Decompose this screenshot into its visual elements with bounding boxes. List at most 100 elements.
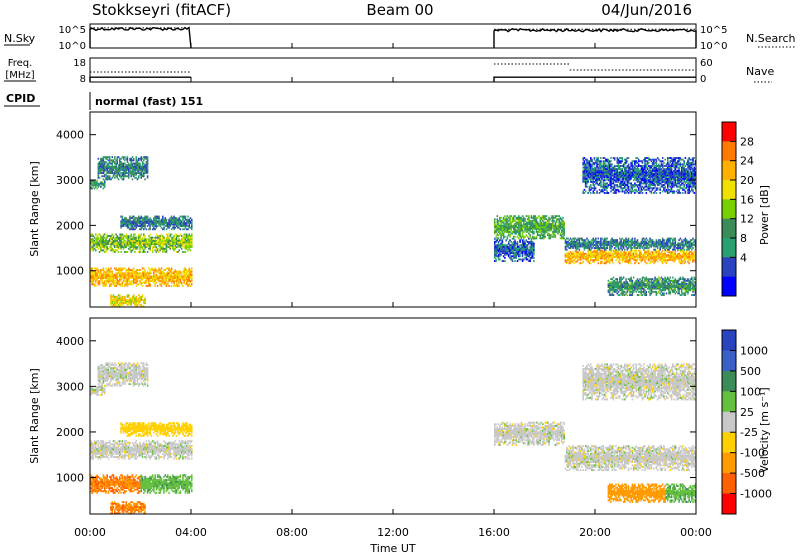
- data-cell: [511, 224, 514, 227]
- data-cell: [101, 159, 103, 162]
- data-cell: [605, 251, 607, 254]
- data-cell: [496, 229, 499, 232]
- data-cell: [178, 239, 180, 242]
- data-cell: [127, 225, 130, 227]
- data-cell: [106, 280, 108, 283]
- data-cell: [132, 159, 135, 162]
- data-cell: [97, 170, 100, 173]
- data-cell: [102, 178, 105, 181]
- data-cell: [129, 236, 131, 239]
- data-cell: [130, 220, 132, 223]
- data-cell: [114, 267, 116, 270]
- data-cell: [563, 234, 565, 237]
- data-cell: [155, 236, 158, 239]
- data-cell: [548, 232, 550, 235]
- data-cell: [101, 277, 103, 279]
- data-cell: [105, 277, 107, 279]
- data-cell: [134, 303, 136, 306]
- data-cell: [179, 239, 182, 242]
- data-cell: [525, 256, 528, 259]
- data-cell: [519, 226, 521, 229]
- data-cell: [100, 182, 102, 185]
- data-cell: [533, 247, 535, 250]
- data-cell: [145, 164, 148, 167]
- data-cell: [501, 221, 504, 224]
- data-cell: [121, 175, 124, 178]
- data-cell: [180, 281, 183, 284]
- data-cell: [572, 257, 574, 260]
- data-cell: [129, 170, 131, 173]
- data-cell: [168, 218, 170, 221]
- data-cell: [120, 215, 122, 218]
- data-cell: [531, 252, 534, 254]
- data-cell: [596, 256, 598, 258]
- data-cell: [139, 251, 141, 253]
- data-cell: [102, 246, 105, 249]
- data-cell: [518, 255, 520, 258]
- data-cell: [140, 172, 143, 174]
- data-cell: [148, 272, 150, 275]
- data-cell: [613, 252, 616, 255]
- data-cell: [174, 246, 177, 249]
- data-cell: [170, 281, 173, 284]
- data-cell: [132, 280, 135, 283]
- data-cell: [154, 236, 156, 239]
- data-cell: [165, 251, 168, 253]
- data-cell: [139, 303, 141, 306]
- data-cell: [601, 256, 603, 258]
- data-cell: [531, 241, 534, 243]
- data-cell: [138, 159, 140, 162]
- data-cell: [518, 223, 520, 225]
- data-cell: [184, 239, 187, 242]
- data-cell: [138, 172, 140, 174]
- data-cell: [156, 243, 159, 245]
- data-cell: [187, 243, 189, 245]
- data-cell: [114, 297, 116, 300]
- data-cell: [178, 223, 180, 226]
- data-cell: [159, 220, 161, 223]
- data-cell: [111, 161, 114, 163]
- data-cell: [96, 246, 98, 249]
- data-cell: [146, 164, 149, 167]
- data-cell: [127, 277, 130, 279]
- data-cell: [134, 238, 136, 241]
- data-cell: [562, 235, 564, 238]
- data-cell: [141, 164, 144, 167]
- data-cell: [165, 285, 168, 287]
- data-cell: [625, 252, 627, 255]
- data-cell: [93, 243, 96, 245]
- data-cell: [535, 231, 538, 233]
- data-cell: [544, 235, 547, 238]
- data-cell: [569, 257, 572, 260]
- data-cell: [603, 254, 606, 257]
- data-cell: [568, 257, 571, 260]
- data-cell: [504, 256, 506, 259]
- data-cell: [183, 243, 185, 245]
- data-cell: [112, 280, 115, 283]
- data-cell: [168, 222, 170, 224]
- data-cell: [103, 251, 106, 253]
- data-cell: [577, 259, 579, 262]
- data-cell: [110, 275, 112, 278]
- data-cell: [120, 285, 122, 287]
- data-cell: [134, 239, 136, 242]
- data-cell: [188, 280, 191, 283]
- data-cell: [557, 215, 559, 218]
- data-cell: [135, 297, 138, 300]
- data-cell: [101, 168, 103, 171]
- data-cell: [610, 259, 612, 262]
- data-cell: [169, 278, 172, 281]
- data-cell: [577, 252, 579, 255]
- data-cell: [168, 273, 170, 276]
- data-cell: [497, 258, 500, 261]
- data-cell: [114, 277, 116, 279]
- data-cell: [148, 273, 150, 276]
- data-cell: [600, 260, 602, 263]
- data-cell: [119, 162, 121, 165]
- data-cell: [112, 168, 115, 171]
- data-cell: [93, 179, 96, 182]
- data-cell: [134, 170, 136, 173]
- data-cell: [544, 229, 547, 232]
- data-cell: [180, 277, 183, 279]
- data-cell: [97, 185, 100, 188]
